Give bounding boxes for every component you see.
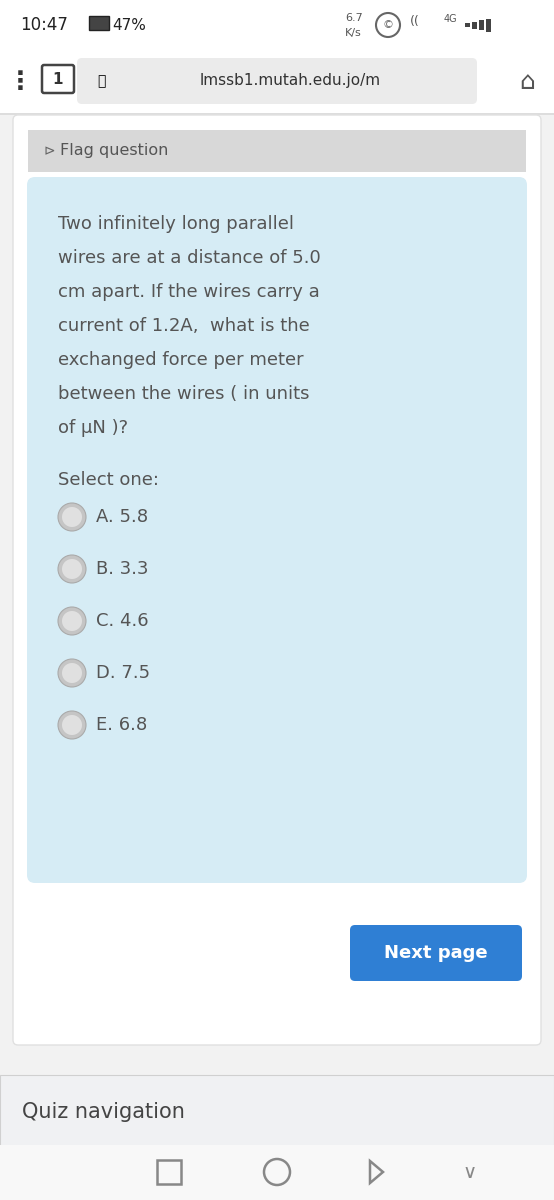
- Text: ∨: ∨: [463, 1163, 477, 1182]
- FancyBboxPatch shape: [0, 50, 554, 115]
- Text: ((: ((: [410, 16, 420, 29]
- FancyBboxPatch shape: [42, 65, 74, 92]
- FancyBboxPatch shape: [479, 20, 484, 30]
- FancyBboxPatch shape: [486, 19, 491, 32]
- Text: Flag question: Flag question: [60, 144, 168, 158]
- Text: Select one:: Select one:: [58, 470, 159, 490]
- Circle shape: [58, 710, 86, 739]
- Circle shape: [58, 607, 86, 635]
- FancyBboxPatch shape: [27, 176, 527, 883]
- Circle shape: [58, 659, 86, 686]
- Circle shape: [62, 662, 82, 683]
- Text: 10:47: 10:47: [20, 16, 68, 34]
- Text: 6.7: 6.7: [345, 13, 363, 23]
- FancyBboxPatch shape: [472, 22, 477, 29]
- Text: Two infinitely long parallel: Two infinitely long parallel: [58, 215, 294, 233]
- Circle shape: [62, 611, 82, 631]
- FancyBboxPatch shape: [13, 115, 541, 1045]
- Text: ⌂: ⌂: [519, 70, 535, 94]
- Circle shape: [62, 715, 82, 734]
- FancyBboxPatch shape: [0, 1145, 554, 1200]
- FancyBboxPatch shape: [0, 0, 554, 50]
- Circle shape: [62, 506, 82, 527]
- Text: Next page: Next page: [384, 944, 488, 962]
- Text: B. 3.3: B. 3.3: [96, 560, 148, 578]
- FancyBboxPatch shape: [465, 23, 470, 26]
- Text: exchanged force per meter: exchanged force per meter: [58, 350, 304, 370]
- Text: 4G: 4G: [444, 14, 458, 24]
- FancyBboxPatch shape: [0, 1075, 554, 1150]
- FancyBboxPatch shape: [89, 16, 109, 30]
- Text: Quiz navigation: Quiz navigation: [22, 1102, 185, 1122]
- Text: 47%: 47%: [112, 18, 146, 32]
- FancyBboxPatch shape: [0, 113, 554, 115]
- Text: of μN )?: of μN )?: [58, 419, 128, 437]
- Text: ⊳: ⊳: [44, 144, 55, 158]
- FancyBboxPatch shape: [0, 115, 554, 1066]
- Text: between the wires ( in units: between the wires ( in units: [58, 385, 310, 403]
- Circle shape: [62, 559, 82, 578]
- FancyBboxPatch shape: [77, 58, 477, 104]
- Text: A. 5.8: A. 5.8: [96, 508, 148, 526]
- Circle shape: [58, 503, 86, 530]
- Text: ⋮: ⋮: [8, 70, 33, 94]
- Text: K/s: K/s: [345, 28, 362, 38]
- Text: wires are at a distance of 5.0: wires are at a distance of 5.0: [58, 248, 321, 266]
- FancyBboxPatch shape: [350, 925, 522, 982]
- Text: 1: 1: [53, 72, 63, 86]
- Text: C. 4.6: C. 4.6: [96, 612, 148, 630]
- Text: D. 7.5: D. 7.5: [96, 664, 150, 682]
- Text: 🔒: 🔒: [97, 74, 105, 88]
- FancyBboxPatch shape: [28, 130, 526, 172]
- Text: cm apart. If the wires carry a: cm apart. If the wires carry a: [58, 283, 320, 301]
- Text: lmssb1.mutah.edu.jo/m: lmssb1.mutah.edu.jo/m: [199, 73, 381, 89]
- Text: E. 6.8: E. 6.8: [96, 716, 147, 734]
- Circle shape: [58, 554, 86, 583]
- Text: current of 1.2A,  what is the: current of 1.2A, what is the: [58, 317, 310, 335]
- Text: ©: ©: [382, 20, 393, 30]
